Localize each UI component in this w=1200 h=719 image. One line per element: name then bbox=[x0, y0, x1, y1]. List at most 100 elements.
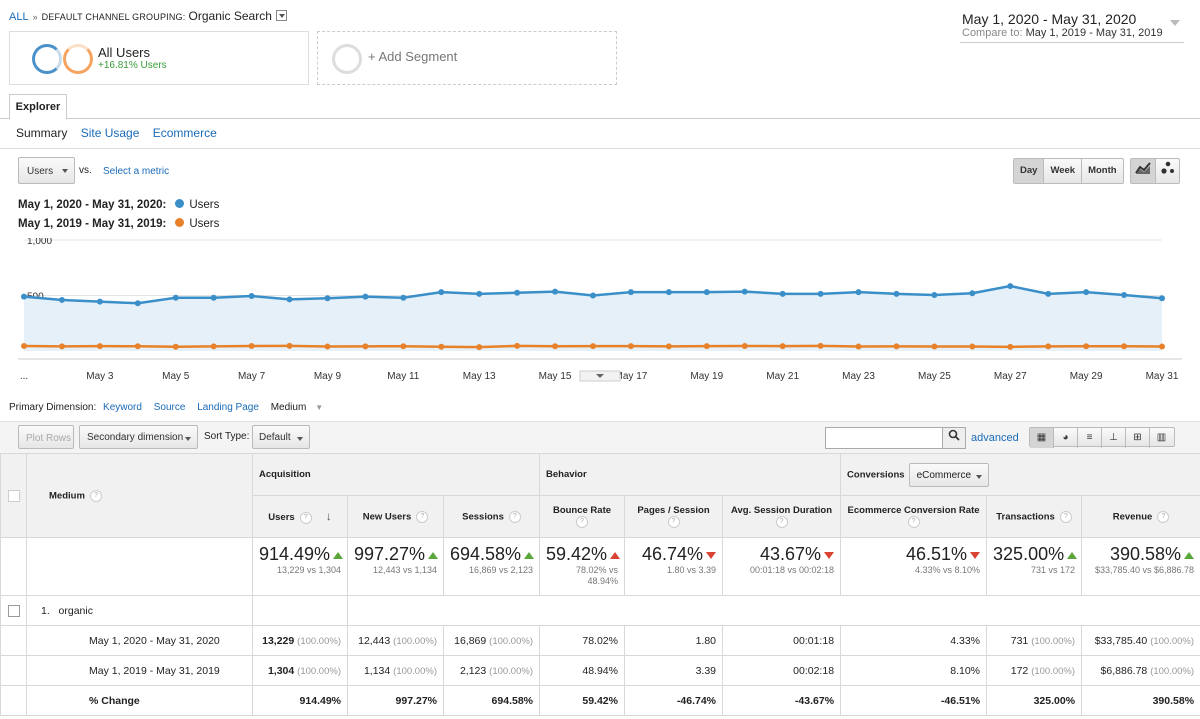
dimension-medium[interactable]: Medium bbox=[270, 402, 307, 413]
column-header[interactable]: Sessions? bbox=[443, 495, 540, 538]
advanced-filter-link[interactable]: advanced bbox=[971, 432, 1019, 444]
data-point[interactable] bbox=[210, 343, 217, 350]
select-all-checkbox[interactable] bbox=[7, 489, 20, 502]
help-icon[interactable]: ? bbox=[1059, 510, 1072, 523]
help-icon[interactable]: ? bbox=[416, 510, 429, 523]
data-point[interactable] bbox=[96, 298, 103, 305]
column-header[interactable]: Pages / Session? bbox=[624, 495, 723, 538]
data-point[interactable] bbox=[96, 343, 103, 350]
data-point[interactable] bbox=[1121, 291, 1128, 298]
breadcrumb-all-link[interactable]: ALL bbox=[9, 11, 29, 23]
data-point[interactable] bbox=[172, 343, 179, 350]
data-point[interactable] bbox=[134, 300, 141, 307]
data-point[interactable] bbox=[21, 343, 27, 350]
data-point[interactable] bbox=[627, 343, 634, 350]
day-button[interactable]: Day bbox=[1014, 159, 1045, 183]
secondary-dimension-select[interactable]: Secondary dimension bbox=[79, 425, 198, 449]
data-point[interactable] bbox=[1045, 343, 1052, 350]
help-icon[interactable]: ? bbox=[847, 516, 980, 528]
data-point[interactable] bbox=[324, 295, 331, 302]
metric-select[interactable]: Users bbox=[18, 157, 75, 184]
data-point[interactable] bbox=[400, 343, 407, 350]
column-header[interactable]: Users? ↓ bbox=[252, 495, 348, 538]
subtab-ecommerce[interactable]: Ecommerce bbox=[152, 126, 217, 140]
data-point[interactable] bbox=[248, 343, 255, 350]
data-point[interactable] bbox=[21, 293, 27, 300]
data-point[interactable] bbox=[665, 343, 672, 350]
data-point[interactable] bbox=[779, 343, 786, 350]
grouping-dropdown-icon[interactable] bbox=[275, 10, 287, 21]
tab-explorer[interactable]: Explorer bbox=[9, 94, 67, 120]
data-point[interactable] bbox=[855, 343, 862, 350]
column-header[interactable]: Transactions? bbox=[986, 495, 1083, 538]
help-icon[interactable]: ? bbox=[729, 516, 834, 528]
data-point[interactable] bbox=[58, 296, 65, 303]
data-point[interactable] bbox=[931, 343, 938, 350]
data-point[interactable] bbox=[969, 343, 976, 350]
data-point[interactable] bbox=[552, 288, 559, 295]
data-point[interactable] bbox=[476, 344, 483, 351]
help-icon[interactable]: ? bbox=[546, 516, 618, 528]
motion-chart-icon[interactable] bbox=[1156, 159, 1180, 183]
data-point[interactable] bbox=[286, 342, 293, 349]
medium-header[interactable]: Medium? bbox=[26, 453, 253, 538]
data-point[interactable] bbox=[703, 289, 710, 296]
data-point[interactable] bbox=[1083, 343, 1090, 350]
data-point[interactable] bbox=[476, 290, 483, 297]
data-point[interactable] bbox=[627, 289, 634, 296]
data-point[interactable] bbox=[969, 290, 976, 297]
pie-view-icon[interactable]: ◕ bbox=[1054, 428, 1078, 448]
sort-type-select[interactable]: Default bbox=[252, 425, 310, 449]
dimension-keyword[interactable]: Keyword bbox=[103, 402, 142, 413]
date-range-picker[interactable]: May 1, 2020 - May 31, 2020 Compare to: M… bbox=[960, 4, 1184, 43]
data-point[interactable] bbox=[1121, 343, 1128, 350]
help-icon[interactable]: ? bbox=[1157, 510, 1170, 523]
subtab-summary[interactable]: Summary bbox=[16, 126, 68, 140]
column-header[interactable]: Avg. Session Duration? bbox=[721, 495, 842, 538]
performance-view-icon[interactable]: ≡ bbox=[1078, 428, 1102, 448]
term-cloud-view-icon[interactable]: ⊞ bbox=[1126, 428, 1150, 448]
table-search-input[interactable] bbox=[826, 428, 942, 446]
sort-arrow-icon[interactable]: ↓ bbox=[325, 509, 332, 524]
data-point[interactable] bbox=[1007, 283, 1014, 290]
help-icon[interactable]: ? bbox=[508, 510, 521, 523]
data-point[interactable] bbox=[703, 343, 710, 350]
conversions-select[interactable]: eCommerce bbox=[908, 462, 989, 487]
data-point[interactable] bbox=[552, 343, 559, 350]
help-icon[interactable]: ? bbox=[631, 516, 716, 528]
data-point[interactable] bbox=[665, 289, 672, 296]
data-point[interactable] bbox=[1083, 289, 1090, 296]
dimension-source[interactable]: Source bbox=[153, 402, 186, 413]
data-point[interactable] bbox=[817, 290, 824, 297]
data-point[interactable] bbox=[893, 290, 900, 297]
data-point[interactable] bbox=[514, 289, 521, 296]
month-button[interactable]: Month bbox=[1088, 165, 1117, 176]
column-header[interactable]: Ecommerce Conversion Rate? bbox=[840, 495, 988, 538]
data-point[interactable] bbox=[779, 290, 786, 297]
pivot-view-icon[interactable]: ▥ bbox=[1156, 432, 1167, 443]
data-point[interactable] bbox=[1159, 295, 1165, 302]
row-medium-name[interactable]: organic bbox=[58, 604, 93, 617]
select-metric-link[interactable]: Select a metric bbox=[103, 166, 170, 177]
data-point[interactable] bbox=[248, 293, 255, 300]
data-point[interactable] bbox=[1045, 290, 1052, 297]
data-point[interactable] bbox=[741, 343, 748, 350]
grid-view-icon[interactable]: ▦ bbox=[1030, 428, 1054, 448]
data-point[interactable] bbox=[514, 342, 521, 349]
data-point[interactable] bbox=[741, 288, 748, 295]
segment-all-users[interactable]: All Users +16.81% Users bbox=[9, 31, 309, 85]
subtab-site-usage[interactable]: Site Usage bbox=[80, 126, 140, 140]
column-header[interactable]: New Users? bbox=[347, 495, 444, 538]
line-chart-icon[interactable] bbox=[1131, 159, 1156, 183]
data-point[interactable] bbox=[590, 343, 596, 350]
plot-rows-button[interactable]: Plot Rows bbox=[18, 425, 74, 449]
data-point[interactable] bbox=[438, 289, 445, 296]
data-point[interactable] bbox=[438, 343, 445, 350]
data-point[interactable] bbox=[1007, 343, 1014, 350]
data-point[interactable] bbox=[931, 291, 938, 298]
data-point[interactable] bbox=[172, 294, 179, 301]
data-point[interactable] bbox=[1159, 343, 1165, 350]
comparison-view-icon[interactable]: ⊥ bbox=[1102, 428, 1126, 448]
data-point[interactable] bbox=[590, 292, 596, 299]
column-header[interactable]: Revenue? bbox=[1081, 495, 1200, 538]
